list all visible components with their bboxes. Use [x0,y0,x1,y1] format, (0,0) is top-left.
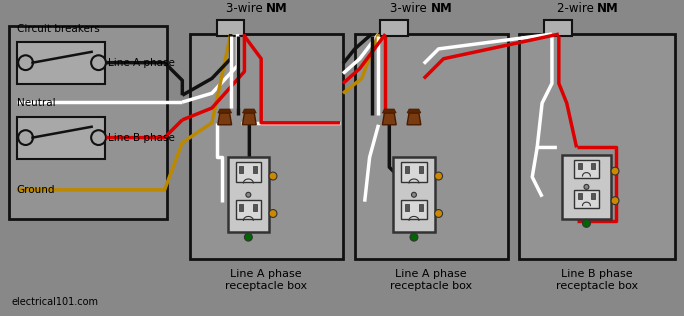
Bar [574,190,599,208]
Text: Circuit breakers: Circuit breakers [16,24,99,34]
Circle shape [611,197,619,205]
Bar [190,34,343,259]
Polygon shape [218,113,232,125]
Text: NM: NM [266,3,288,15]
Text: Ground: Ground [16,185,55,195]
Circle shape [412,192,417,197]
Text: electrical101.com: electrical101.com [12,297,98,307]
Bar [355,34,508,259]
Text: Neutral: Neutral [16,98,55,108]
Bar [235,200,261,219]
Polygon shape [407,109,421,113]
Bar [16,42,105,84]
Text: NM: NM [431,3,452,15]
Circle shape [269,210,277,217]
Bar [577,163,581,169]
Circle shape [269,172,277,180]
Text: NM: NM [597,3,619,15]
Circle shape [18,55,33,70]
Bar [577,193,581,199]
Bar [419,204,423,210]
Bar [592,193,595,199]
Bar [217,20,244,36]
Circle shape [91,55,106,70]
Bar [401,200,427,219]
Bar [393,157,434,232]
Bar [228,157,269,232]
Circle shape [583,219,590,227]
Bar [544,20,572,36]
Circle shape [246,192,251,197]
Text: Line A phase: Line A phase [231,269,302,279]
Bar [239,204,244,210]
Polygon shape [382,113,396,125]
Bar [401,162,427,182]
Bar [405,204,409,210]
Polygon shape [218,109,232,113]
Bar [562,155,611,219]
Bar [239,166,244,173]
Text: 3-wire: 3-wire [390,3,431,15]
Polygon shape [242,113,256,125]
Bar [405,166,409,173]
Bar [574,160,599,178]
Circle shape [611,167,619,175]
Polygon shape [407,113,421,125]
Bar [519,34,675,259]
Circle shape [434,172,443,180]
Text: receptacle box: receptacle box [390,281,472,290]
Bar [253,204,257,210]
Bar [16,117,105,159]
Bar [253,166,257,173]
Bar [419,166,423,173]
Bar [380,20,408,36]
Text: 3-wire: 3-wire [226,3,266,15]
Polygon shape [382,109,396,113]
Bar [235,162,261,182]
Circle shape [584,185,589,189]
Text: Line A phase: Line A phase [108,58,175,68]
Text: receptacle box: receptacle box [225,281,307,290]
Bar [9,26,166,219]
Circle shape [244,233,252,241]
Text: receptacle box: receptacle box [556,281,638,290]
Circle shape [18,130,33,145]
Bar [592,163,595,169]
Polygon shape [242,109,256,113]
Text: 2-wire: 2-wire [557,3,597,15]
Text: Line B phase: Line B phase [562,269,633,279]
Circle shape [91,130,106,145]
Text: Line B phase: Line B phase [108,133,175,143]
Text: Line A phase: Line A phase [395,269,466,279]
Circle shape [410,233,418,241]
Circle shape [434,210,443,217]
